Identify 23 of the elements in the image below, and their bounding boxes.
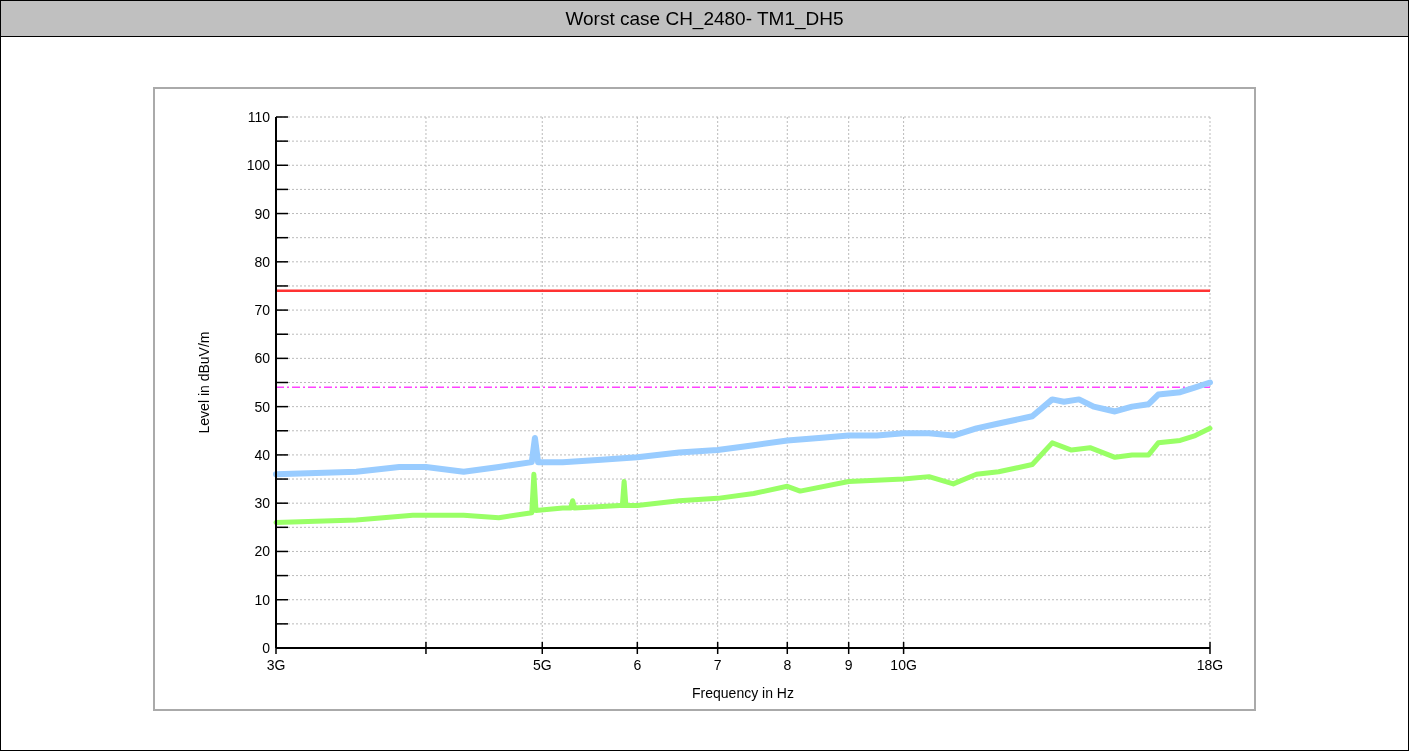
x-tick-label: 10G: [890, 657, 917, 673]
y-tick-label: 10: [254, 591, 271, 608]
y-tick-label: 30: [254, 495, 271, 512]
y-tick-label: 50: [254, 398, 271, 415]
y-tick-label: 0: [262, 640, 271, 656]
x-axis-title: Frequency in Hz: [692, 685, 794, 701]
y-axis-title: Level in dBuV/m: [196, 331, 212, 434]
x-tick-label: 8: [783, 657, 792, 673]
y-tick-label: 70: [254, 302, 271, 319]
chart-title: Worst case CH_2480- TM1_DH5: [565, 8, 844, 30]
x-tick-label: 5G: [532, 657, 552, 673]
y-tick-label: 90: [254, 205, 271, 222]
y-tick-label: 20: [254, 543, 271, 560]
x-tick-label: 7: [713, 657, 722, 673]
y-tick-label: 40: [254, 446, 271, 463]
x-tick-label: 3G: [266, 657, 286, 673]
y-tick-label: 100: [246, 157, 271, 174]
x-tick-label: 6: [633, 657, 642, 673]
y-tick-label: 110: [247, 109, 271, 125]
y-tick-label: 80: [254, 253, 271, 270]
x-tick-label: 9: [844, 657, 853, 673]
x-tick-label: 18G: [1196, 657, 1224, 673]
y-tick-label: 60: [254, 350, 271, 367]
